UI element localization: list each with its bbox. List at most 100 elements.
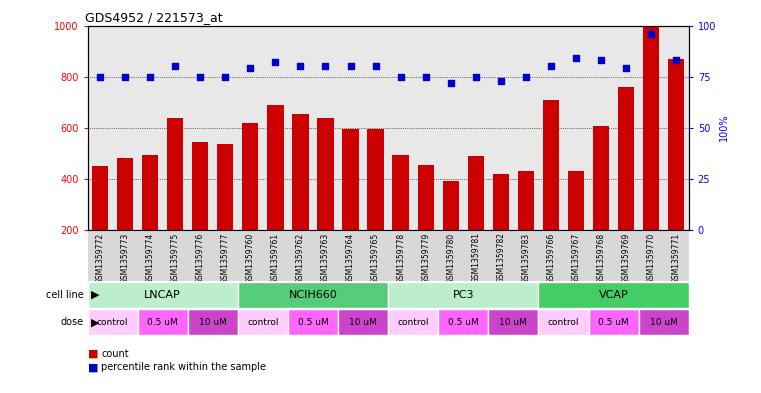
Text: GSM1359770: GSM1359770 <box>647 232 656 284</box>
Text: GSM1359766: GSM1359766 <box>546 232 556 284</box>
Bar <box>393 154 409 281</box>
Point <box>169 63 181 70</box>
Bar <box>117 158 133 281</box>
Point <box>570 55 582 61</box>
Bar <box>338 309 388 336</box>
Bar <box>138 309 188 336</box>
Text: GSM1359773: GSM1359773 <box>120 232 129 284</box>
Text: 10 uM: 10 uM <box>650 318 677 327</box>
Text: 0.5 uM: 0.5 uM <box>598 318 629 327</box>
Point <box>394 73 406 80</box>
Bar <box>388 309 438 336</box>
Text: NCIH660: NCIH660 <box>288 290 337 300</box>
Bar <box>489 309 539 336</box>
Text: GSM1359763: GSM1359763 <box>321 232 330 284</box>
Bar <box>368 129 384 281</box>
Point <box>520 73 532 80</box>
Bar <box>237 309 288 336</box>
Text: cell line: cell line <box>46 290 84 300</box>
Point <box>345 63 357 70</box>
Text: control: control <box>97 318 129 327</box>
Bar <box>668 59 684 281</box>
Text: VCAP: VCAP <box>599 290 629 300</box>
Point <box>545 63 557 70</box>
Point <box>595 57 607 63</box>
Text: GSM1359771: GSM1359771 <box>672 232 680 284</box>
Point <box>119 73 131 80</box>
Bar <box>443 181 459 281</box>
Bar <box>167 118 183 281</box>
Bar <box>88 309 138 336</box>
Text: ■: ■ <box>88 349 98 359</box>
Text: LNCAP: LNCAP <box>145 290 181 300</box>
Bar <box>388 281 539 308</box>
Text: GSM1359765: GSM1359765 <box>371 232 380 284</box>
Bar <box>288 309 338 336</box>
Bar <box>188 309 237 336</box>
Bar <box>317 118 333 281</box>
Text: PC3: PC3 <box>453 290 474 300</box>
Bar <box>92 166 108 281</box>
Text: GSM1359760: GSM1359760 <box>246 232 255 284</box>
Bar <box>237 281 388 308</box>
Text: 0.5 uM: 0.5 uM <box>148 318 178 327</box>
Bar <box>342 129 358 281</box>
Bar <box>517 171 534 281</box>
Bar <box>618 87 634 281</box>
Text: percentile rank within the sample: percentile rank within the sample <box>101 362 266 373</box>
Text: control: control <box>247 318 279 327</box>
Point <box>419 73 431 80</box>
Point <box>320 63 332 70</box>
Text: GSM1359767: GSM1359767 <box>572 232 581 284</box>
Text: GSM1359772: GSM1359772 <box>96 232 104 284</box>
Point <box>219 73 231 80</box>
Bar <box>267 105 284 281</box>
Bar <box>438 309 489 336</box>
Point <box>495 77 507 84</box>
Text: GSM1359781: GSM1359781 <box>471 232 480 283</box>
Y-axis label: 100%: 100% <box>719 114 729 141</box>
Point <box>244 65 256 72</box>
Point <box>670 57 683 63</box>
Text: GSM1359779: GSM1359779 <box>421 232 430 284</box>
Text: GSM1359783: GSM1359783 <box>521 232 530 284</box>
Bar <box>88 281 237 308</box>
Text: GDS4952 / 221573_at: GDS4952 / 221573_at <box>84 11 222 24</box>
Point <box>94 73 106 80</box>
Bar <box>539 309 588 336</box>
Bar <box>643 27 659 281</box>
Point <box>620 65 632 72</box>
Text: GSM1359775: GSM1359775 <box>170 232 180 284</box>
Text: 0.5 uM: 0.5 uM <box>298 318 328 327</box>
Point <box>194 73 206 80</box>
Text: GSM1359761: GSM1359761 <box>271 232 280 284</box>
Text: ▶: ▶ <box>91 317 100 327</box>
Text: 0.5 uM: 0.5 uM <box>448 318 479 327</box>
Text: 10 uM: 10 uM <box>499 318 527 327</box>
Text: GSM1359780: GSM1359780 <box>446 232 455 284</box>
Bar <box>242 123 259 281</box>
Text: GSM1359764: GSM1359764 <box>346 232 355 284</box>
Point <box>470 73 482 80</box>
Point <box>144 73 156 80</box>
Text: ■: ■ <box>88 362 98 373</box>
Bar <box>217 144 234 281</box>
Text: GSM1359774: GSM1359774 <box>145 232 154 284</box>
Bar <box>292 114 308 281</box>
Bar <box>418 165 434 281</box>
Text: GSM1359778: GSM1359778 <box>396 232 405 284</box>
Bar <box>588 309 638 336</box>
Bar <box>192 142 209 281</box>
Text: count: count <box>101 349 129 359</box>
Bar <box>539 281 689 308</box>
Text: GSM1359782: GSM1359782 <box>496 232 505 283</box>
Point <box>370 63 382 70</box>
Text: GSM1359769: GSM1359769 <box>622 232 631 284</box>
Point <box>645 31 658 37</box>
Bar <box>468 156 484 281</box>
Text: 10 uM: 10 uM <box>199 318 227 327</box>
Bar <box>638 309 689 336</box>
Bar <box>492 174 509 281</box>
Text: GSM1359768: GSM1359768 <box>597 232 606 284</box>
Point <box>295 63 307 70</box>
